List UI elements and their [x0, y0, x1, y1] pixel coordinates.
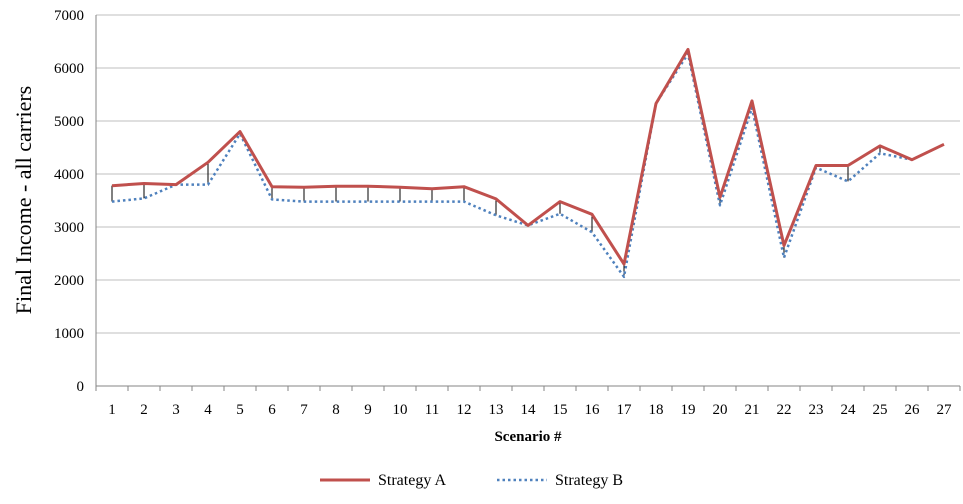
x-tick-label: 7 [300, 402, 308, 418]
x-tick-label: 11 [425, 402, 439, 418]
x-tick-label: 8 [332, 402, 340, 418]
x-tick-label: 27 [937, 402, 953, 418]
x-tick-label: 12 [457, 402, 472, 418]
x-tick-label: 3 [172, 402, 180, 418]
y-tick-label: 2000 [54, 273, 84, 289]
x-tick-label: 16 [585, 402, 601, 418]
x-tick-label: 19 [681, 402, 696, 418]
x-tick-label: 1 [108, 402, 116, 418]
x-tick-label: 13 [489, 402, 504, 418]
axes [95, 15, 961, 391]
x-tick-label: 20 [713, 402, 728, 418]
legend-label: Strategy A [378, 472, 446, 489]
drop-lines [111, 49, 881, 277]
gridlines [96, 14, 960, 334]
y-tick-label: 4000 [54, 167, 84, 183]
y-tick-label: 1000 [54, 326, 84, 342]
x-tick-label: 24 [841, 402, 857, 418]
series-line-strategy-b [111, 52, 945, 279]
x-tick-label: 4 [204, 402, 212, 418]
x-tick-label: 21 [745, 402, 760, 418]
series-lines [111, 47, 945, 279]
y-tick-labels: 0 1000 2000 3000 4000 5000 6000 7000 [54, 8, 84, 395]
x-tick-labels: 1 2 3 4 5 6 7 8 9 10 11 12 13 14 15 16 17 18 19 20 21 22 23 24 2… [108, 402, 952, 418]
x-tick-label: 18 [649, 402, 664, 418]
x-tick-label: 6 [268, 402, 276, 418]
x-tick-label: 10 [393, 402, 408, 418]
x-tick-label: 17 [617, 402, 633, 418]
x-tick-label: 23 [809, 402, 824, 418]
y-tick-label: 6000 [54, 61, 84, 77]
x-tick-label: 9 [364, 402, 372, 418]
series-line-strategy-a [111, 47, 945, 266]
x-tick-label: 2 [140, 402, 148, 418]
x-tick-label: 22 [777, 402, 792, 418]
x-axis-title: Scenario # [494, 429, 562, 445]
x-tick-label: 14 [521, 402, 537, 418]
legend: Strategy A Strategy B [320, 472, 623, 489]
x-tick-label: 25 [873, 402, 888, 418]
x-tick-label: 5 [236, 402, 244, 418]
y-tick-label: 3000 [54, 220, 84, 236]
y-tick-label: 7000 [54, 8, 84, 24]
legend-label: Strategy B [555, 472, 623, 489]
y-tick-label: 0 [77, 379, 85, 395]
y-tick-label: 5000 [54, 114, 84, 130]
x-tick-label: 26 [905, 402, 921, 418]
x-tick-label: 15 [553, 402, 568, 418]
y-axis-title: Final Income - all carriers [11, 86, 36, 314]
